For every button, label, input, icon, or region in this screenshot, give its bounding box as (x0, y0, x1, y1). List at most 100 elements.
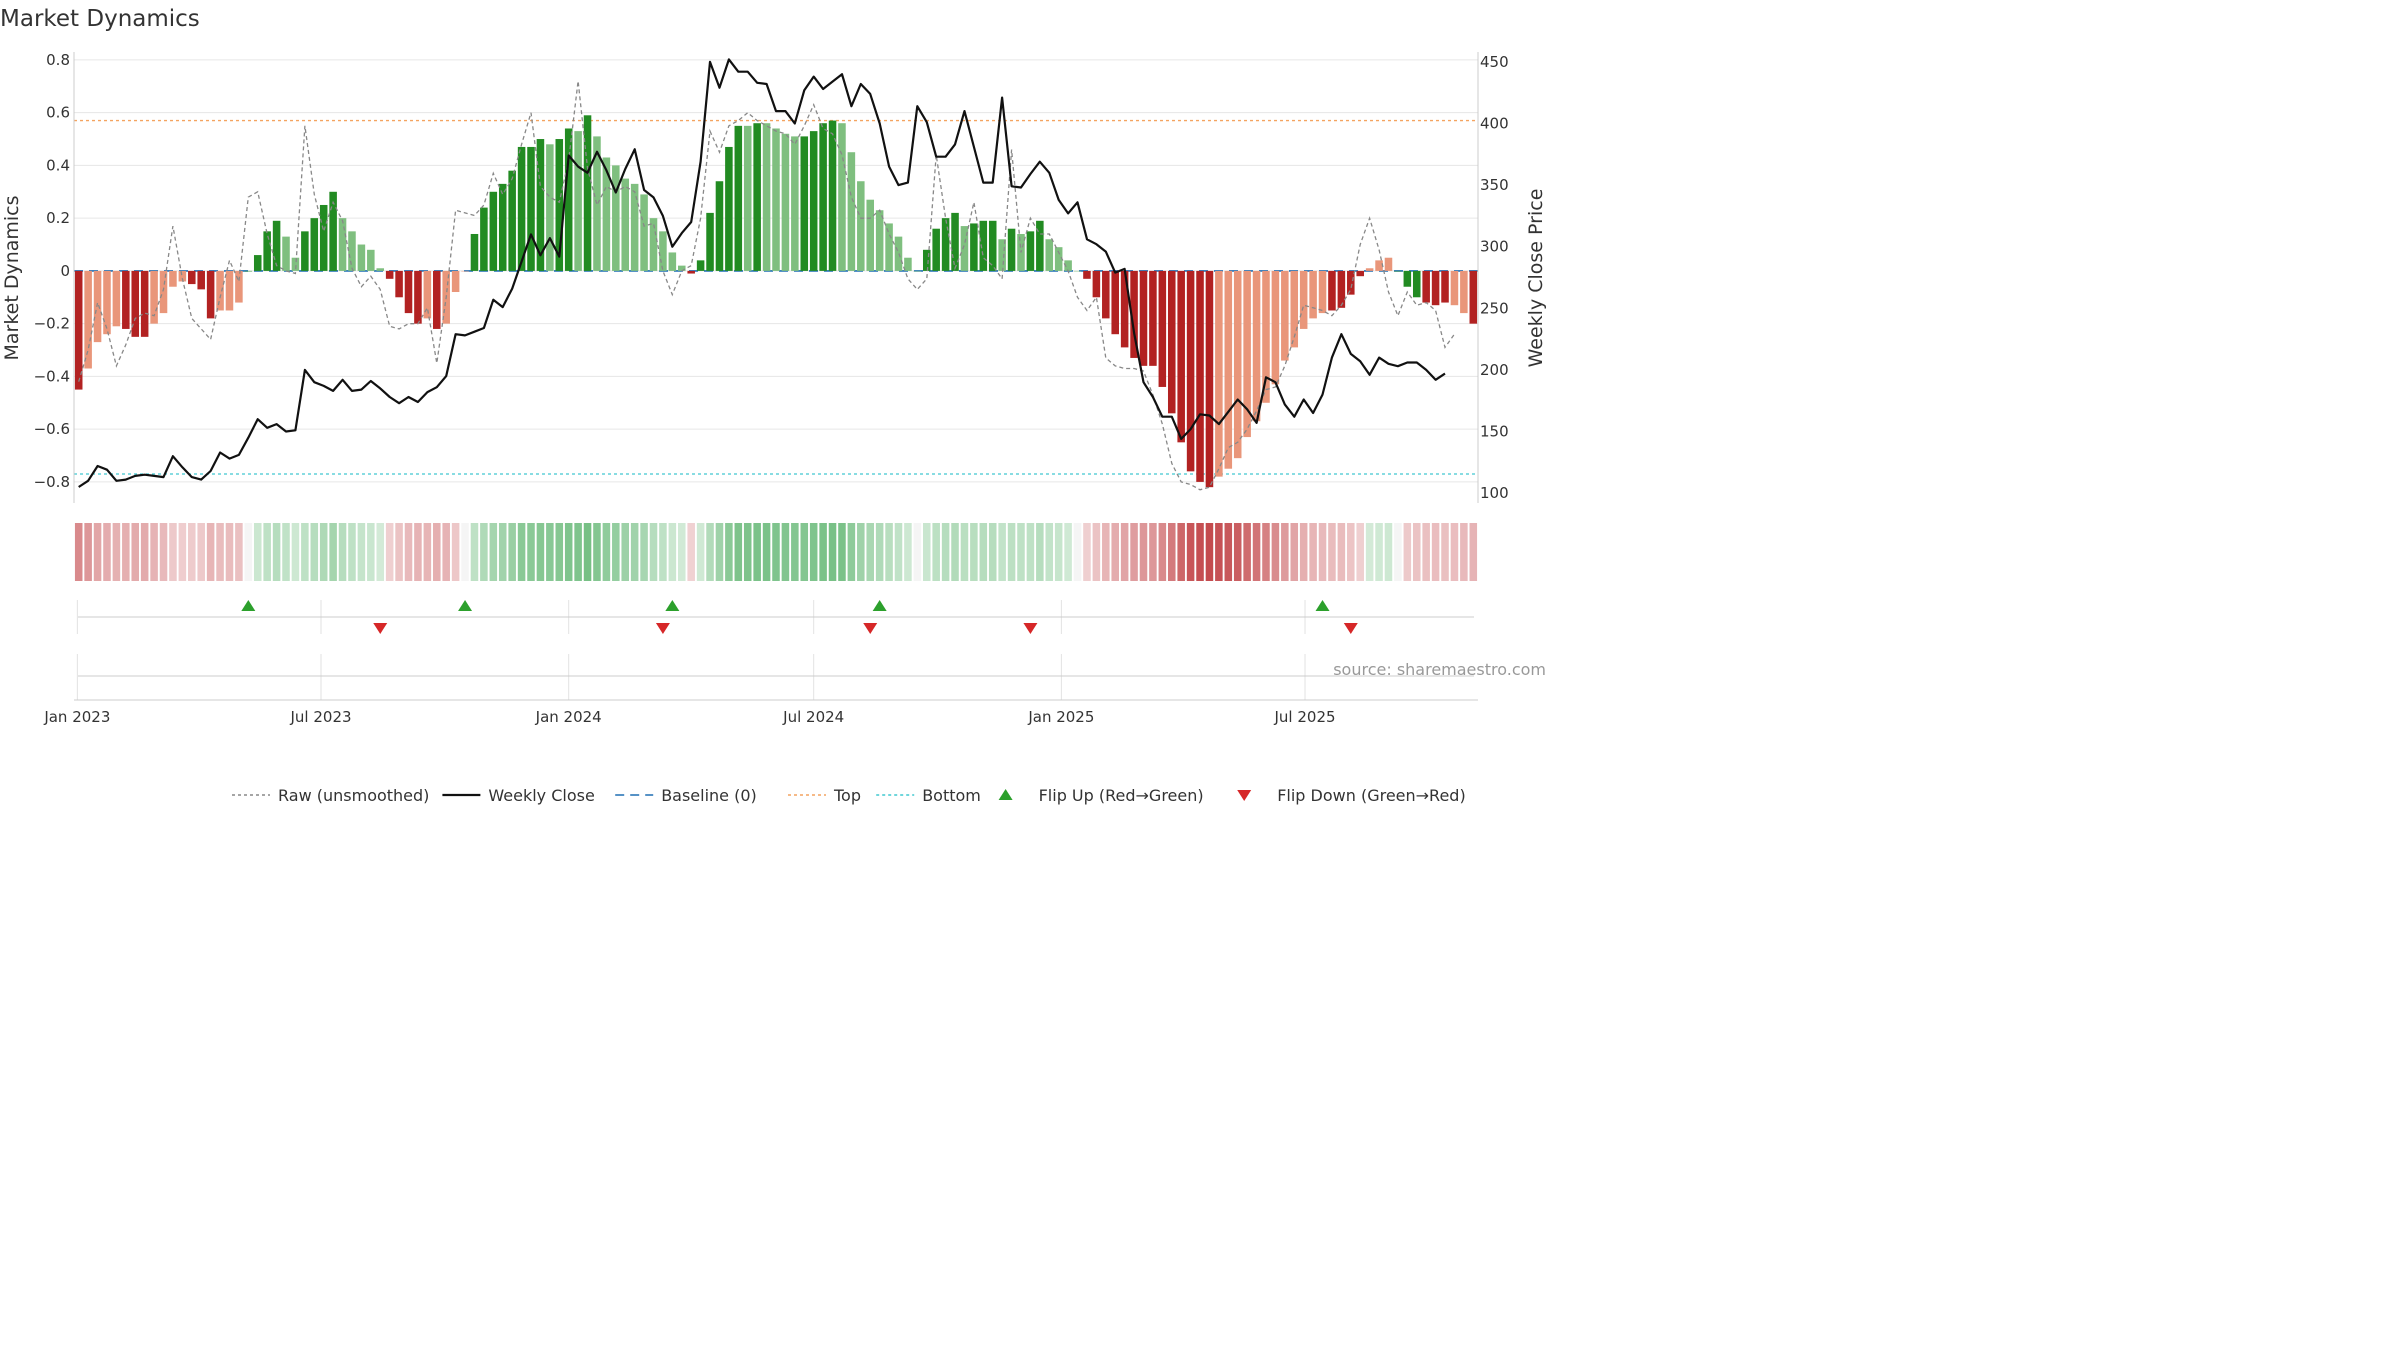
dynamics-bar (169, 270, 177, 287)
dynamics-bar (470, 233, 479, 271)
dynamics-bar (1167, 270, 1176, 414)
y-tick-label: 0.6 (46, 104, 70, 122)
dynamics-bar (1102, 270, 1110, 319)
y2-tick-label: 250 (1480, 299, 1509, 317)
ribbon-cell (564, 523, 573, 581)
dynamics-bar (498, 183, 507, 271)
dynamics-bar (1064, 260, 1072, 271)
dynamics-bar (1083, 270, 1091, 279)
flip-down-marker (863, 623, 878, 634)
ribbon-cell (461, 523, 469, 581)
dynamics-bar (988, 220, 997, 271)
ribbon-cell (1111, 523, 1119, 581)
dynamics-bar (913, 270, 922, 272)
ribbon-cell (517, 523, 526, 581)
ribbon-cell (84, 523, 92, 581)
ribbon-cell (828, 523, 837, 581)
ribbon-cell (103, 523, 111, 581)
dynamics-bar (1054, 247, 1063, 271)
legend-item: Top (788, 786, 861, 805)
ribbon-cell (970, 523, 978, 581)
dynamics-bar (433, 270, 441, 329)
ribbon-cell (583, 523, 592, 581)
flip-up-marker (241, 600, 256, 611)
ribbon-cell (1460, 523, 1468, 581)
dynamics-bar (1111, 270, 1119, 335)
dynamics-bar (197, 270, 205, 290)
dynamics-bar (376, 268, 385, 271)
ribbon-cell (112, 523, 121, 581)
ribbon-cell (1356, 523, 1364, 581)
flip-down-marker (1343, 623, 1358, 634)
ribbon-cell (791, 523, 799, 581)
y-tick-label: 0.8 (46, 51, 70, 69)
ribbon-cell (319, 523, 328, 581)
dynamics-bar (791, 136, 799, 271)
dynamics-bar (206, 270, 215, 319)
y2-axis-label: Weekly Close Price (1525, 189, 1547, 368)
legend-item: Flip Up (Red→Green) (998, 786, 1204, 805)
dynamics-bar (979, 220, 988, 271)
dynamics-bar (1384, 257, 1393, 271)
ribbon-cell (593, 523, 601, 581)
dynamics-bar (385, 270, 394, 279)
ribbon-cell (678, 523, 686, 581)
dynamics-bar (103, 270, 111, 335)
ribbon-cell (1347, 523, 1355, 581)
ribbon-cell (527, 523, 535, 581)
ribbon-cell (941, 523, 950, 581)
ribbon-cell (1177, 523, 1185, 581)
dynamics-bar (715, 181, 724, 271)
ribbon-cell (272, 523, 281, 581)
dynamics-bar (74, 270, 83, 390)
dynamics-bar (395, 270, 403, 298)
ribbon-cell (451, 523, 460, 581)
dynamics-bar (1252, 270, 1261, 422)
ribbon-cell (1394, 523, 1402, 581)
x-tick-label: Jan 2023 (43, 708, 110, 726)
dynamics-bar (1271, 270, 1280, 385)
dynamics-bar (159, 270, 168, 314)
y-axis-label: Market Dynamics (1, 195, 23, 360)
ribbon-cell (706, 523, 714, 581)
ribbon-cell (904, 523, 912, 581)
dynamics-bar (1120, 270, 1129, 348)
dynamics-bar (93, 270, 102, 343)
dynamics-bar (838, 123, 846, 271)
flip-up-marker (665, 600, 680, 611)
ribbon-cell (188, 523, 196, 581)
dynamics-bar (725, 146, 733, 271)
dynamics-bar (753, 123, 761, 271)
dynamics-bar (1233, 270, 1242, 459)
dynamics-bar (781, 133, 790, 271)
dynamics-bar (112, 270, 121, 327)
ribbon-cell (932, 523, 940, 581)
legend-label: Raw (unsmoothed) (278, 786, 429, 805)
ribbon-cell (1337, 523, 1346, 581)
ribbon-cell (159, 523, 168, 581)
dynamics-bar (1243, 270, 1251, 438)
ribbon-cell (244, 523, 253, 581)
ribbon-cell (282, 523, 290, 581)
source-note: source: sharemaestro.com (1333, 660, 1546, 679)
ribbon-cell (555, 523, 564, 581)
dynamics-bar (1365, 268, 1374, 271)
dynamics-bar (762, 123, 771, 271)
x-tick-label: Jan 2024 (535, 708, 602, 726)
ribbon-cell (498, 523, 507, 581)
ribbon-cell (310, 523, 319, 581)
dynamics-bar (743, 125, 752, 271)
dynamics-bar (319, 204, 328, 271)
ribbon-cell (1450, 523, 1459, 581)
dynamics-bar (253, 255, 262, 271)
ribbon-cell (385, 523, 394, 581)
dynamics-bar (875, 210, 884, 271)
ribbon-cell (546, 523, 554, 581)
ribbon-cell (1158, 523, 1167, 581)
dynamics-bar (1403, 270, 1412, 287)
legend-item: Bottom (876, 786, 981, 805)
ribbon-cell (781, 523, 790, 581)
ribbon-cell (979, 523, 988, 581)
ribbon-cell (1318, 523, 1327, 581)
ribbon-cell (1431, 523, 1440, 581)
